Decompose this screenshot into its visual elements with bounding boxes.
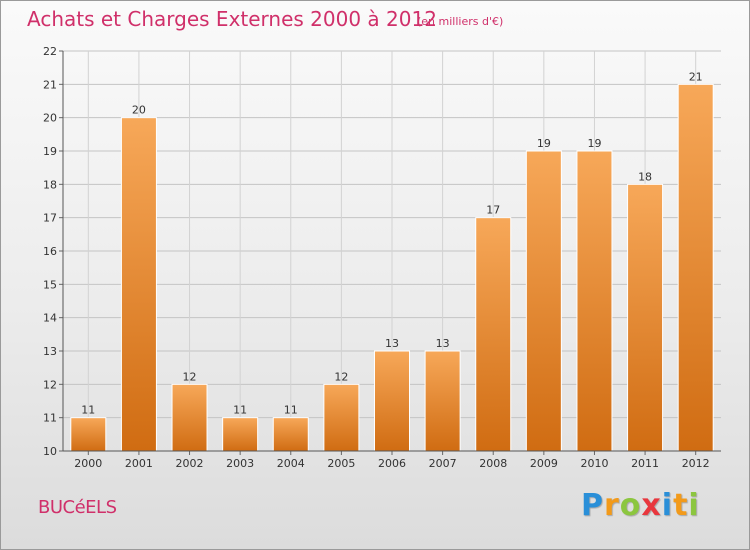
- bar-value-label: 12: [183, 370, 197, 383]
- bar-2012: [677, 83, 714, 452]
- y-tick-label: 21: [43, 78, 57, 91]
- bar-2006: [374, 350, 410, 452]
- x-tick-label: 2001: [125, 457, 153, 470]
- bar-2003: [222, 417, 259, 452]
- bar-2005: [323, 383, 360, 452]
- bar-value-label: 19: [587, 137, 601, 150]
- x-tick-label: 2003: [226, 457, 254, 470]
- x-tick-label: 2009: [530, 457, 558, 470]
- x-tick-label: 2002: [176, 457, 204, 470]
- y-tick-label: 19: [43, 145, 57, 158]
- logo-letter: t: [673, 488, 689, 523]
- bar-value-label: 19: [537, 137, 551, 150]
- logo-letter: i: [688, 488, 700, 523]
- y-tick-label: 14: [43, 312, 57, 325]
- x-tick-label: 2011: [631, 457, 659, 470]
- x-tick-label: 2006: [378, 457, 406, 470]
- x-tick-label: 2004: [277, 457, 305, 470]
- x-tick-label: 2005: [327, 457, 355, 470]
- bar-value-label: 13: [385, 337, 399, 350]
- bar-value-label: 11: [81, 404, 95, 417]
- bar-value-label: 12: [334, 370, 348, 383]
- bar-value-label: 11: [233, 404, 247, 417]
- bar-2007: [424, 350, 461, 452]
- bar-value-label: 21: [689, 70, 703, 83]
- y-tick-label: 17: [43, 212, 57, 225]
- x-tick-label: 2008: [479, 457, 507, 470]
- y-tick-label: 16: [43, 245, 57, 258]
- proxiti-logo: Proxiti: [581, 488, 700, 523]
- y-tick-label: 12: [43, 378, 57, 391]
- y-tick-label: 13: [43, 345, 57, 358]
- bar-value-label: 11: [284, 404, 298, 417]
- x-tick-label: 2010: [580, 457, 608, 470]
- town-name: BUCéELS: [38, 497, 117, 518]
- bar-2002: [171, 383, 208, 452]
- y-tick-label: 22: [43, 45, 57, 58]
- x-tick-label: 2012: [682, 457, 710, 470]
- logo-letter: x: [641, 488, 662, 523]
- bar-2011: [627, 183, 664, 452]
- bar-value-label: 13: [436, 337, 450, 350]
- bar-2008: [475, 217, 512, 452]
- bar-2001: [120, 117, 157, 452]
- logo-letter: P: [581, 488, 604, 523]
- bar-value-label: 17: [486, 204, 500, 217]
- y-tick-label: 20: [43, 112, 57, 125]
- bar-2004: [272, 417, 309, 452]
- bar-2000: [70, 417, 107, 452]
- y-tick-label: 18: [43, 178, 57, 191]
- chart-subtitle: (en milliers d'€): [417, 15, 504, 28]
- y-tick-label: 11: [43, 412, 57, 425]
- chart-title: Achats et Charges Externes 2000 à 2012: [27, 7, 437, 31]
- bar-value-label: 18: [638, 170, 652, 183]
- y-tick-label: 10: [43, 445, 57, 458]
- y-tick-label: 15: [43, 278, 57, 291]
- x-tick-label: 2007: [429, 457, 457, 470]
- logo-letter: r: [604, 488, 620, 523]
- logo-letter: o: [619, 488, 642, 523]
- x-tick-label: 2000: [74, 457, 102, 470]
- logo-letter: i: [661, 488, 674, 523]
- bar-2010: [576, 150, 613, 452]
- bar-2009: [525, 150, 562, 452]
- bar-value-label: 20: [132, 104, 146, 117]
